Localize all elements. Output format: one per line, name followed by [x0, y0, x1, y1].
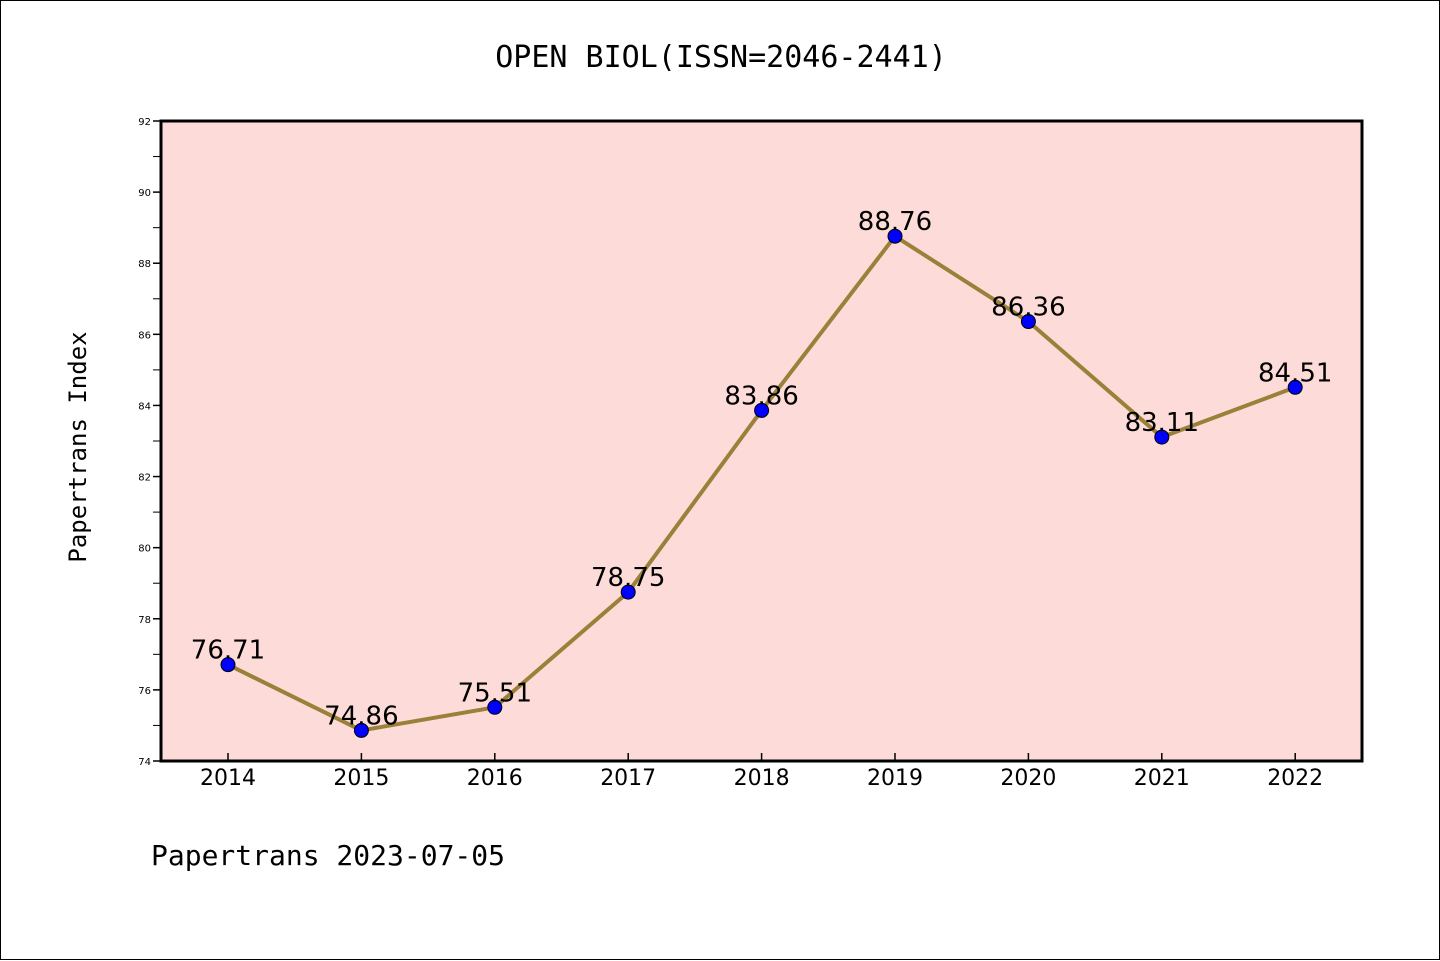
- y-tick-label: 90: [138, 188, 151, 199]
- data-label: 74.86: [324, 701, 398, 731]
- data-point: [1287, 379, 1303, 395]
- x-tick-label: 2021: [1134, 766, 1190, 791]
- series-group: [220, 228, 1303, 738]
- x-tick-label: 2019: [867, 766, 923, 791]
- y-tick-label: 88: [138, 259, 151, 270]
- y-tick-label: 84: [138, 401, 151, 412]
- data-point: [353, 722, 369, 738]
- y-tick-label: 86: [138, 330, 151, 341]
- y-tick-label: 82: [138, 473, 151, 484]
- x-tick-label: 2016: [467, 766, 523, 791]
- y-tick-label: 92: [138, 117, 151, 128]
- data-label: 76.71: [191, 636, 265, 666]
- y-tick-label: 76: [138, 686, 151, 697]
- data-label: 84.51: [1258, 358, 1332, 388]
- x-tick-label: 2017: [600, 766, 656, 791]
- y-tick-label: 80: [138, 544, 151, 555]
- x-tick-label: 2014: [200, 766, 256, 791]
- chart-title: OPEN BIOL(ISSN=2046-2441): [495, 40, 947, 75]
- y-axis-ticks: 74 76 78 80 82 84 86 88 90 92: [138, 117, 161, 768]
- plot-area: [159, 119, 1364, 763]
- data-label: 88.76: [858, 207, 932, 237]
- x-axis-ticks: 2014 2015 2016 2017 2018 2019 2020 2021 2022: [200, 753, 1323, 791]
- data-label: 83.86: [724, 381, 798, 411]
- y-axis-label: Papertrans Index: [64, 331, 92, 562]
- data-point: [220, 657, 236, 673]
- y-tick-label: 78: [138, 615, 151, 626]
- data-point: [887, 228, 903, 244]
- data-point: [754, 402, 770, 418]
- x-tick-label: 2022: [1267, 766, 1323, 791]
- data-point: [1154, 429, 1170, 445]
- data-label: 83.11: [1125, 408, 1199, 438]
- x-tick-label: 2018: [734, 766, 790, 791]
- x-tick-label: 2015: [333, 766, 389, 791]
- x-tick-label: 2020: [1000, 766, 1056, 791]
- data-point: [1020, 314, 1036, 330]
- data-point: [620, 584, 636, 600]
- data-label: 78.75: [591, 563, 665, 593]
- data-label: 75.51: [458, 678, 532, 708]
- y-tick-label: 74: [138, 757, 151, 768]
- data-labels: 76.71 74.86 75.51 78.75 83.86 88.76 86.36 83.11…: [191, 207, 1333, 731]
- footer-date: Papertrans 2023-07-05: [151, 839, 505, 872]
- data-label: 86.36: [991, 293, 1065, 323]
- data-point: [487, 699, 503, 715]
